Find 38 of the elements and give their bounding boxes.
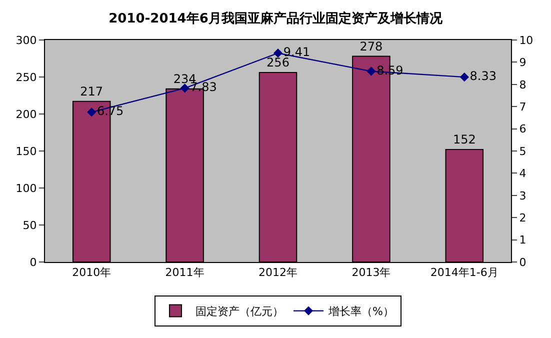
x-tick-label: 2011年 [165, 266, 204, 280]
legend-label: 增长率（%） [328, 305, 394, 318]
y2-tick-label: 2 [519, 211, 526, 224]
data-label: 152 [452, 132, 476, 147]
y2-tick-label: 9 [519, 56, 526, 70]
y-tick-label: 0 [30, 256, 37, 269]
y2-tick-label: 8 [519, 78, 526, 92]
y-tick-label: 200 [16, 108, 37, 121]
y2-tick-label: 1 [519, 234, 526, 247]
y2-tick-label: 0 [519, 256, 526, 269]
point [87, 108, 96, 117]
x-tick-label: 2014年1-6月 [430, 266, 498, 280]
y-tick-label: 100 [16, 182, 37, 195]
y2-tick-label: 3 [519, 189, 526, 202]
x-tick-label: 2013年 [352, 266, 391, 280]
data-label: 256 [266, 56, 290, 70]
y-tick-label: 50 [22, 218, 37, 232]
data-label: 278 [360, 39, 383, 54]
data-label: 8.59 [376, 63, 404, 78]
point [273, 48, 283, 58]
point [180, 84, 190, 93]
point [460, 72, 469, 82]
y2-tick-label: 10 [519, 34, 534, 47]
y-tick-label: 300 [16, 34, 37, 47]
y2-tick-label: 4 [519, 167, 526, 180]
y-tick-label: 150 [16, 144, 37, 158]
y2-tick-label: 7 [519, 100, 526, 114]
legend-label: 固定资产（亿元） [196, 305, 284, 318]
x-tick-label: 2010年 [72, 266, 112, 280]
data-label: 6.75 [96, 104, 124, 118]
y-tick-label: 250 [16, 70, 37, 84]
data-label: 217 [80, 84, 104, 98]
data-label: 8.33 [470, 69, 496, 84]
y2-tick-label: 6 [519, 122, 526, 136]
chart-title: 2010-2014年6月我国亚麻产品行业固定资产及增长情况 [108, 10, 444, 27]
x-tick-label: 2012年 [258, 266, 298, 280]
point [366, 66, 376, 76]
y2-tick-label: 5 [519, 144, 526, 158]
